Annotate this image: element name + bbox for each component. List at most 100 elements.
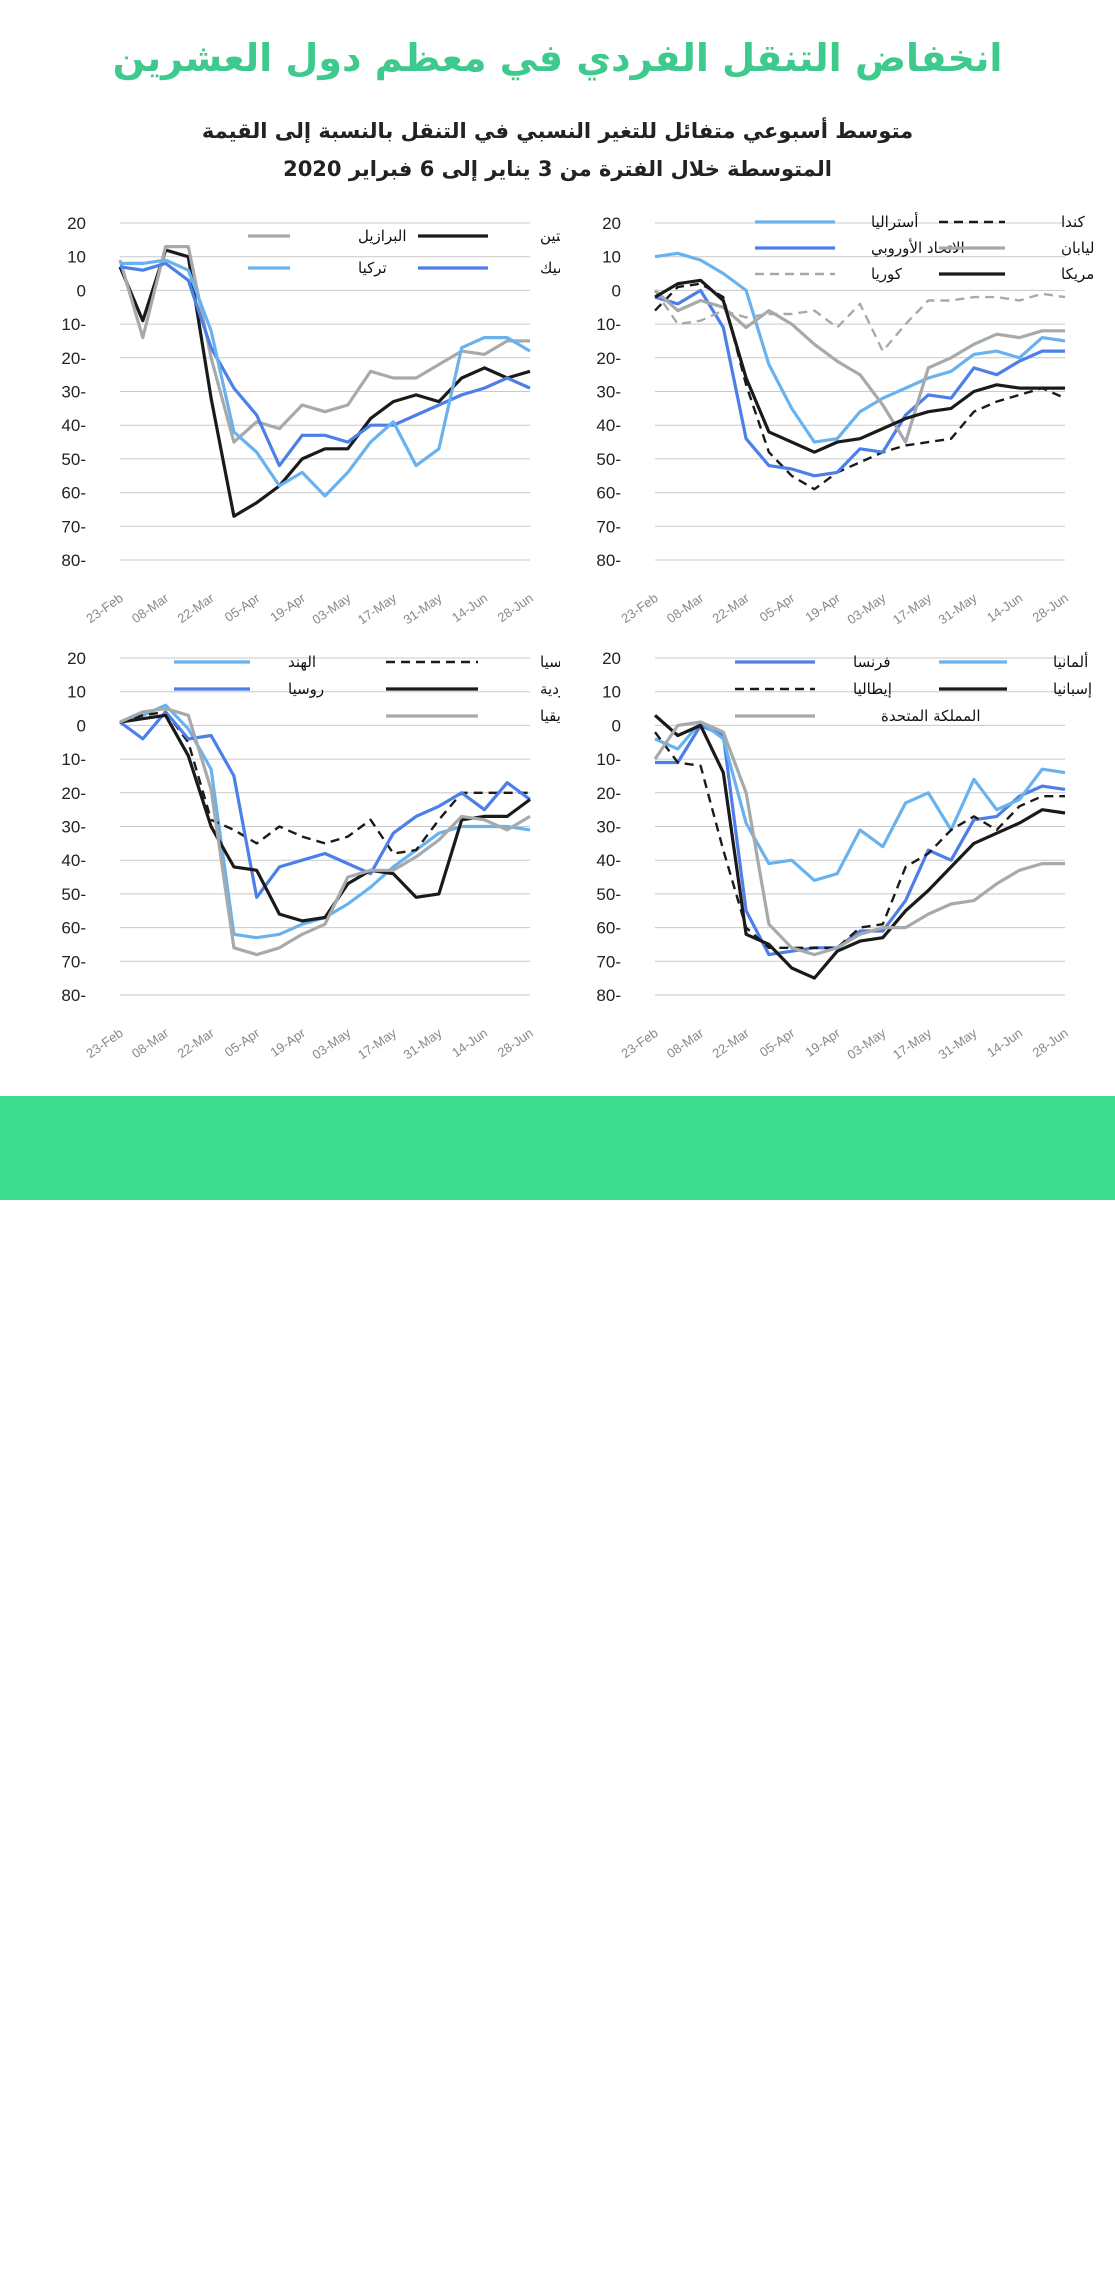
- legend-label: الاتحاد الأوروبي: [871, 238, 965, 258]
- y-tick-label: 40-: [61, 416, 86, 435]
- twitter-icon[interactable]: ✦: [142, 2220, 168, 2246]
- x-tick-label: 23-Feb: [83, 590, 125, 626]
- y-tick-label: 60-: [596, 919, 621, 938]
- chart-bottom-right: 20 10 0 10- 20- 30- 40- 50- 60- 70- 80- 23-Feb 08-Ma…: [596, 649, 1092, 1062]
- y-tick-label: 70-: [61, 952, 86, 971]
- series-line: [120, 258, 531, 498]
- legend-label: الهند: [288, 653, 316, 671]
- x-tick-label: 31-May: [400, 590, 445, 627]
- website-link[interactable]: WWW.ALEQT.COM: [920, 2254, 1070, 2270]
- x-tick-label: 28-Jun: [495, 1025, 536, 1060]
- subtitle-line-2: المتوسطة خلال الفترة من 3 يناير إلى 6 فب…: [283, 157, 832, 181]
- x-tick-label: 17-May: [355, 1025, 400, 1062]
- series-line: [654, 289, 1066, 353]
- y-tick-label: 20: [602, 649, 621, 668]
- y-tick-label: 40-: [61, 851, 86, 870]
- series-line: [653, 720, 1065, 957]
- series-line: [653, 714, 1066, 980]
- legend-label: إندونيسيا: [540, 653, 560, 671]
- instagram-icon[interactable]: ◎: [78, 2220, 104, 2246]
- y-tick-label: 40-: [596, 416, 621, 435]
- series-line: [119, 703, 531, 940]
- y-tick-label: 30-: [596, 383, 621, 402]
- dribbble-icon[interactable]: ⊛: [985, 2220, 1011, 2246]
- x-tick-label: 03-May: [844, 590, 889, 627]
- y-tick-label: 20-: [596, 349, 621, 368]
- y-tick-label: 20: [67, 649, 86, 668]
- series-line: [654, 720, 1066, 882]
- facebook-icon[interactable]: f: [110, 2220, 136, 2246]
- y-tick-label: 0: [612, 716, 621, 735]
- chart-top-left: 20 10 0 10- 20- 30- 40- 50- 60- 70- 80- 23-Feb 08-Ma…: [61, 214, 560, 627]
- x-tick-label: 19-Apr: [802, 590, 843, 625]
- x-tick-label: 31-May: [935, 590, 980, 627]
- legend-label: السعودية: [540, 680, 560, 698]
- page-title: انخفاض التنقل الفردي في معظم دول العشرين: [112, 36, 1003, 80]
- y-tick-label: 60-: [61, 919, 86, 938]
- x-tick-label: 17-May: [890, 590, 935, 627]
- series-line: [654, 282, 1066, 491]
- y-tick-label: 10: [602, 683, 621, 702]
- legend-label: اليابان: [1061, 239, 1095, 257]
- chart-top-right: 20 10 0 10- 20- 30- 40- 50- 60- 70- 80- 23-Feb 08-Ma…: [596, 212, 1095, 627]
- x-tick-label: 08-Mar: [664, 1025, 707, 1061]
- x-tick-label: 23-Feb: [618, 1025, 660, 1061]
- legend-label: البرازيل: [358, 227, 407, 245]
- y-tick-label: 0: [612, 281, 621, 300]
- legend-label: جنوب إفريقيا: [540, 707, 560, 725]
- y-tick-label: 10-: [596, 750, 621, 769]
- legend-label: فرنسا: [853, 653, 891, 671]
- y-tick-label: 20-: [61, 784, 86, 803]
- y-tick-label: 60-: [596, 484, 621, 503]
- x-tick-label: 08-Mar: [129, 1025, 172, 1061]
- y-tick-label: 20: [67, 214, 86, 233]
- series-line: [119, 713, 531, 923]
- series-line: [653, 289, 1065, 444]
- y-tick-label: 30-: [61, 818, 86, 837]
- y-tick-label: 30-: [61, 383, 86, 402]
- x-tick-label: 03-May: [844, 1025, 889, 1062]
- y-tick-label: 20-: [596, 784, 621, 803]
- x-tick-label: 22-Mar: [709, 590, 752, 626]
- x-tick-label: 05-Apr: [757, 590, 798, 625]
- x-tick-label: 23-Feb: [618, 590, 660, 626]
- x-tick-label: 08-Mar: [664, 590, 707, 626]
- series-line: [654, 731, 1065, 949]
- series-line: [654, 251, 1066, 444]
- legend-label: أمريكا: [1061, 264, 1095, 283]
- x-tick-label: 08-Mar: [129, 590, 172, 626]
- subtitle-line-1: متوسط أسبوعي متفائل للتغير النسبي في الت…: [201, 119, 914, 143]
- y-tick-label: 10-: [596, 315, 621, 334]
- x-tick-label: 28-Jun: [1030, 1025, 1071, 1060]
- x-tick-label: 14-Jun: [449, 590, 490, 625]
- x-tick-label: 03-May: [309, 1025, 354, 1062]
- legend-label: إيطاليا: [853, 680, 892, 698]
- legend-label: تركيا: [358, 259, 387, 277]
- y-tick-label: 80-: [61, 986, 86, 1005]
- x-tick-label: 14-Jun: [449, 1025, 490, 1060]
- social-handle[interactable]: ALEQTISADIAH: [52, 2254, 178, 2270]
- x-tick-label: 31-May: [400, 1025, 445, 1062]
- x-tick-label: 17-May: [355, 590, 400, 627]
- legend-label: المكسيك: [540, 259, 560, 277]
- x-tick-label: 05-Apr: [222, 1025, 263, 1060]
- legend-label: كندا: [1061, 213, 1086, 231]
- y-tick-label: 20: [602, 214, 621, 233]
- legend-label: الأرجنتين: [540, 226, 560, 245]
- x-tick-label: 14-Jun: [984, 590, 1025, 625]
- footer-bar: ◎ f ✦ ALEQTISADIAH الاقتصادية ⊛ WWW.ALEQ…: [0, 1096, 1115, 2270]
- y-tick-label: 20-: [61, 349, 86, 368]
- x-tick-label: 28-Jun: [495, 590, 536, 625]
- x-tick-label: 17-May: [890, 1025, 935, 1062]
- y-tick-label: 60-: [61, 484, 86, 503]
- x-tick-label: 31-May: [935, 1025, 980, 1062]
- y-tick-label: 80-: [61, 551, 86, 570]
- page-subtitle: متوسط أسبوعي متفائل للتغير النسبي في الت…: [0, 112, 1115, 188]
- x-tick-label: 22-Mar: [174, 1025, 217, 1061]
- y-tick-label: 10: [67, 248, 86, 267]
- y-tick-label: 70-: [61, 517, 86, 536]
- series-line: [119, 710, 531, 899]
- x-tick-label: 19-Apr: [267, 590, 308, 625]
- legend-label: روسيا: [288, 680, 324, 698]
- y-tick-label: 0: [77, 716, 86, 735]
